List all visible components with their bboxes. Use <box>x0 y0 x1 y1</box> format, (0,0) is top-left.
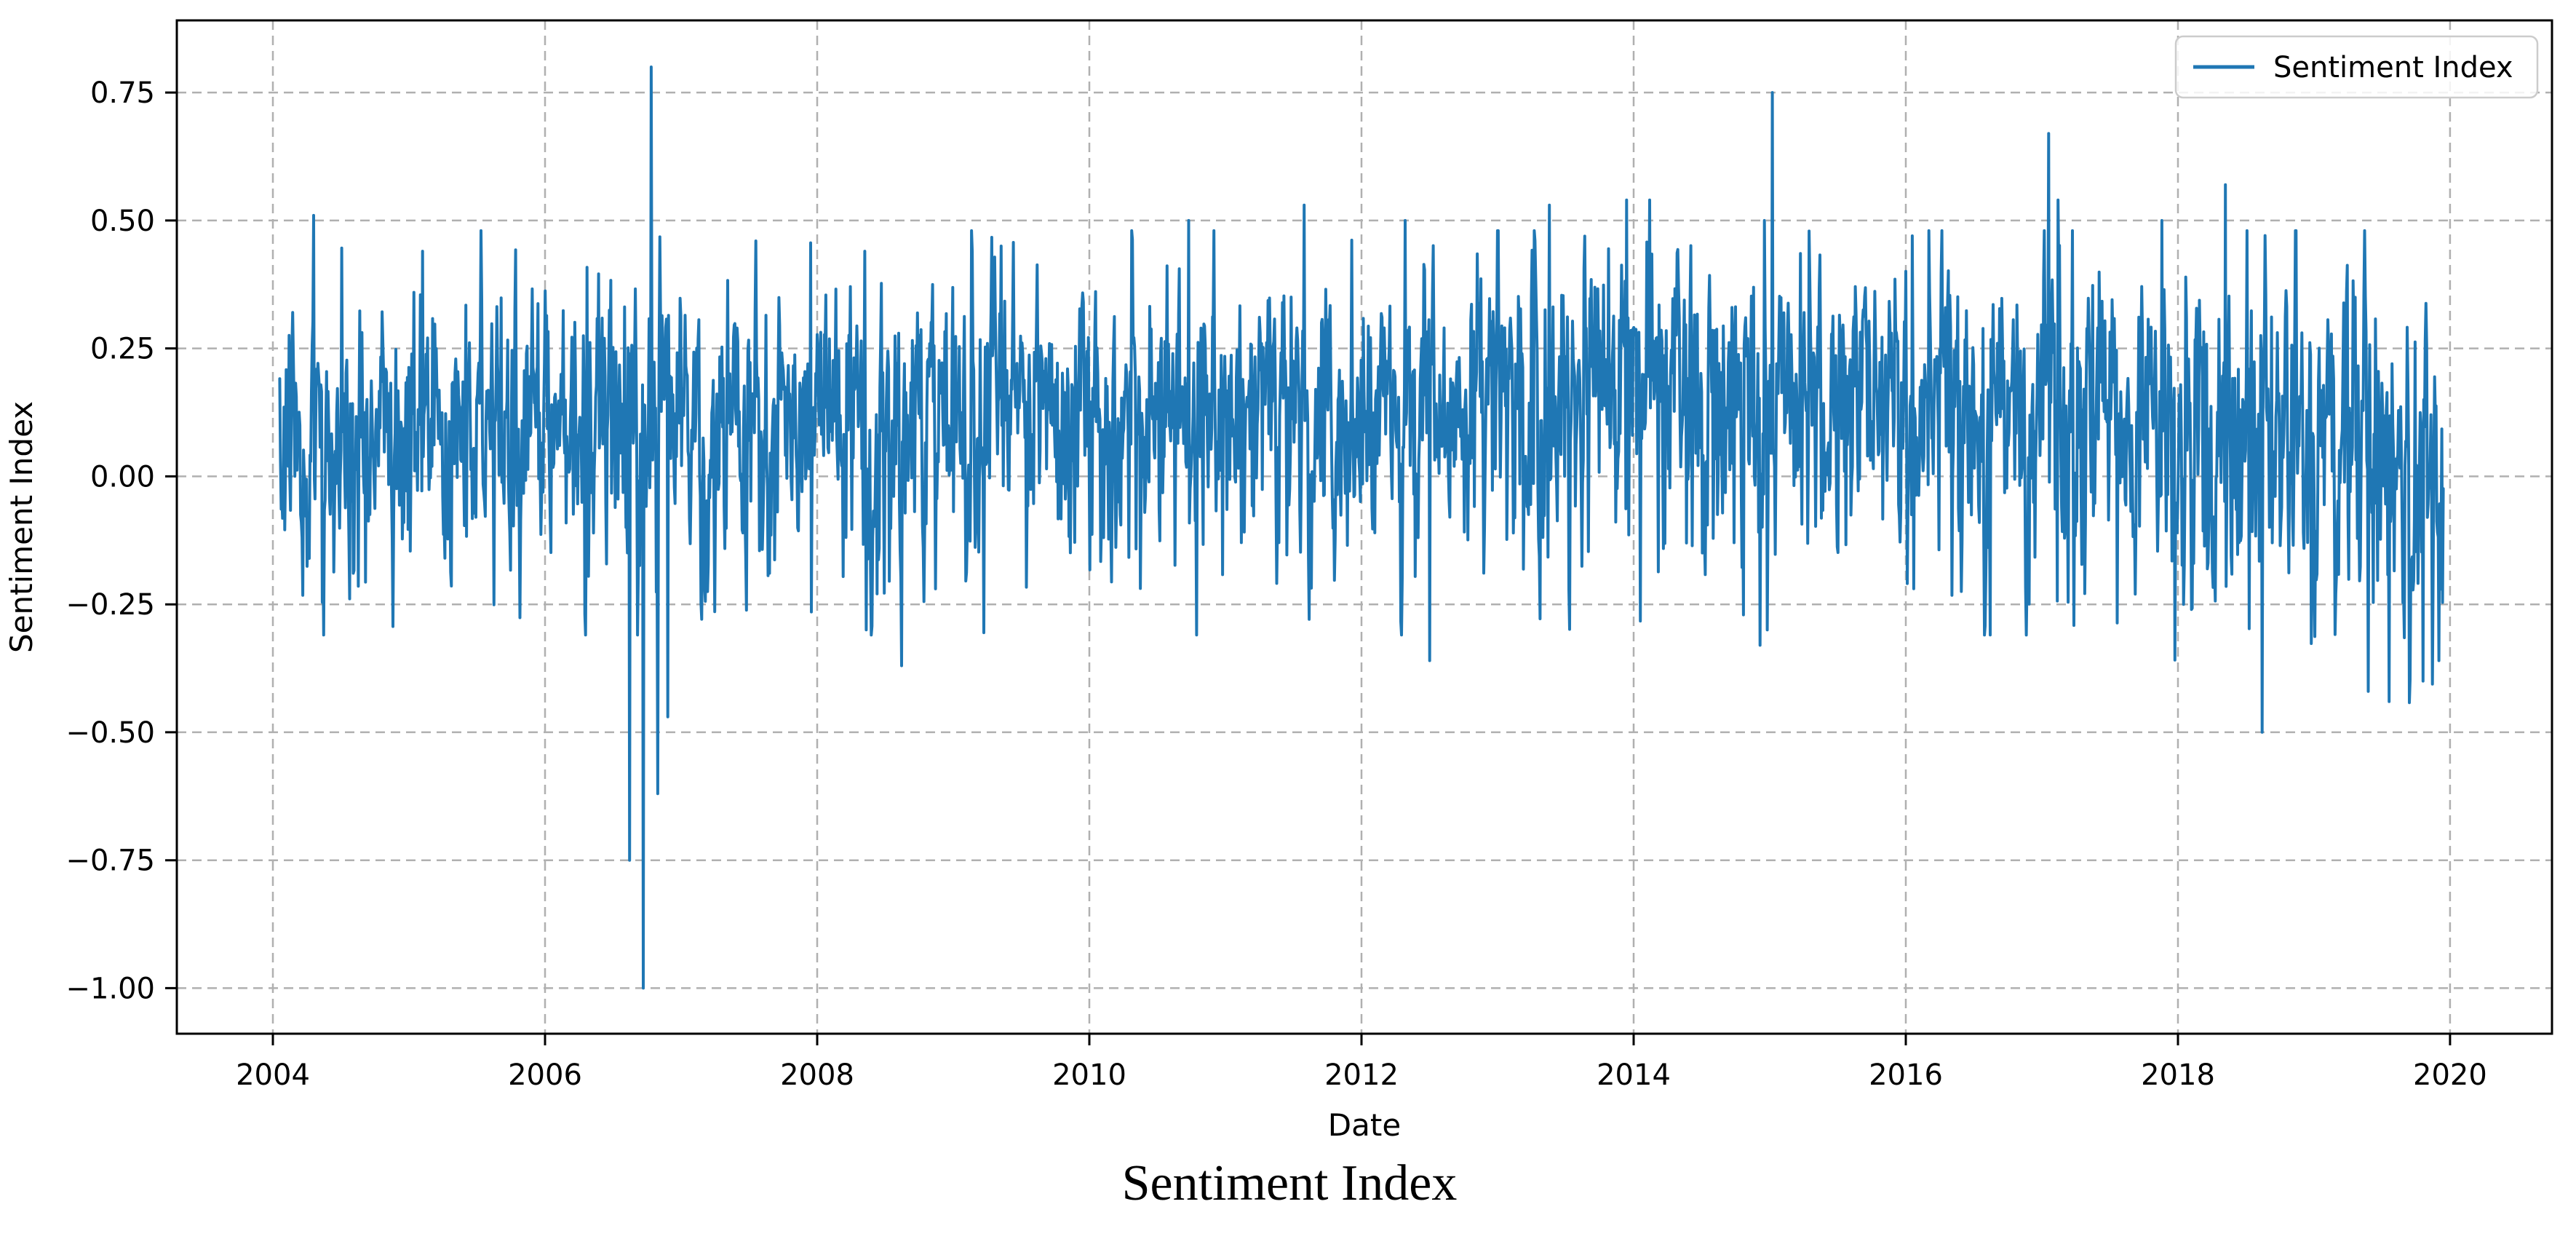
plot-frame <box>175 19 2553 1035</box>
x-tick-label: 2010 <box>1052 1058 1126 1092</box>
x-tick-label: 2006 <box>508 1058 582 1092</box>
legend-label: Sentiment Index <box>2273 51 2513 84</box>
y-axis-label: Sentiment Index <box>4 401 39 653</box>
x-axis-tick-labels: 2004 2006 2008 2010 2012 2014 2016 2018 2020 <box>236 1058 2487 1092</box>
y-tick-label: −0.50 <box>65 716 155 750</box>
sentiment-series-line <box>278 66 2445 990</box>
y-axis-tick-labels: 0.75 0.50 0.25 0.00 −0.25 −0.50 −0.75 −1.00 <box>65 76 155 1005</box>
y-tick-label: −0.25 <box>65 588 155 622</box>
x-tick-label: 2018 <box>2141 1058 2215 1092</box>
legend: Sentiment Index <box>2174 35 2539 99</box>
x-axis-label: Date <box>1328 1107 1401 1143</box>
y-tick-label: −1.00 <box>65 972 155 1005</box>
figure-caption: Sentiment Index <box>1122 1155 1458 1211</box>
tick-marks <box>165 91 2452 1045</box>
x-tick-label: 2012 <box>1324 1058 1399 1092</box>
legend-box <box>2174 35 2539 99</box>
y-tick-label: 0.75 <box>90 76 155 110</box>
y-tick-label: 0.00 <box>90 460 155 494</box>
y-tick-label: 0.50 <box>90 205 155 238</box>
x-tick-label: 2004 <box>236 1058 310 1092</box>
gridlines <box>177 20 2552 1034</box>
x-tick-label: 2016 <box>1869 1058 1943 1092</box>
x-tick-label: 2014 <box>1597 1058 1671 1092</box>
x-tick-label: 2020 <box>2413 1058 2487 1092</box>
y-tick-label: 0.25 <box>90 333 155 366</box>
x-tick-label: 2008 <box>780 1058 854 1092</box>
y-tick-label: −0.75 <box>65 844 155 878</box>
